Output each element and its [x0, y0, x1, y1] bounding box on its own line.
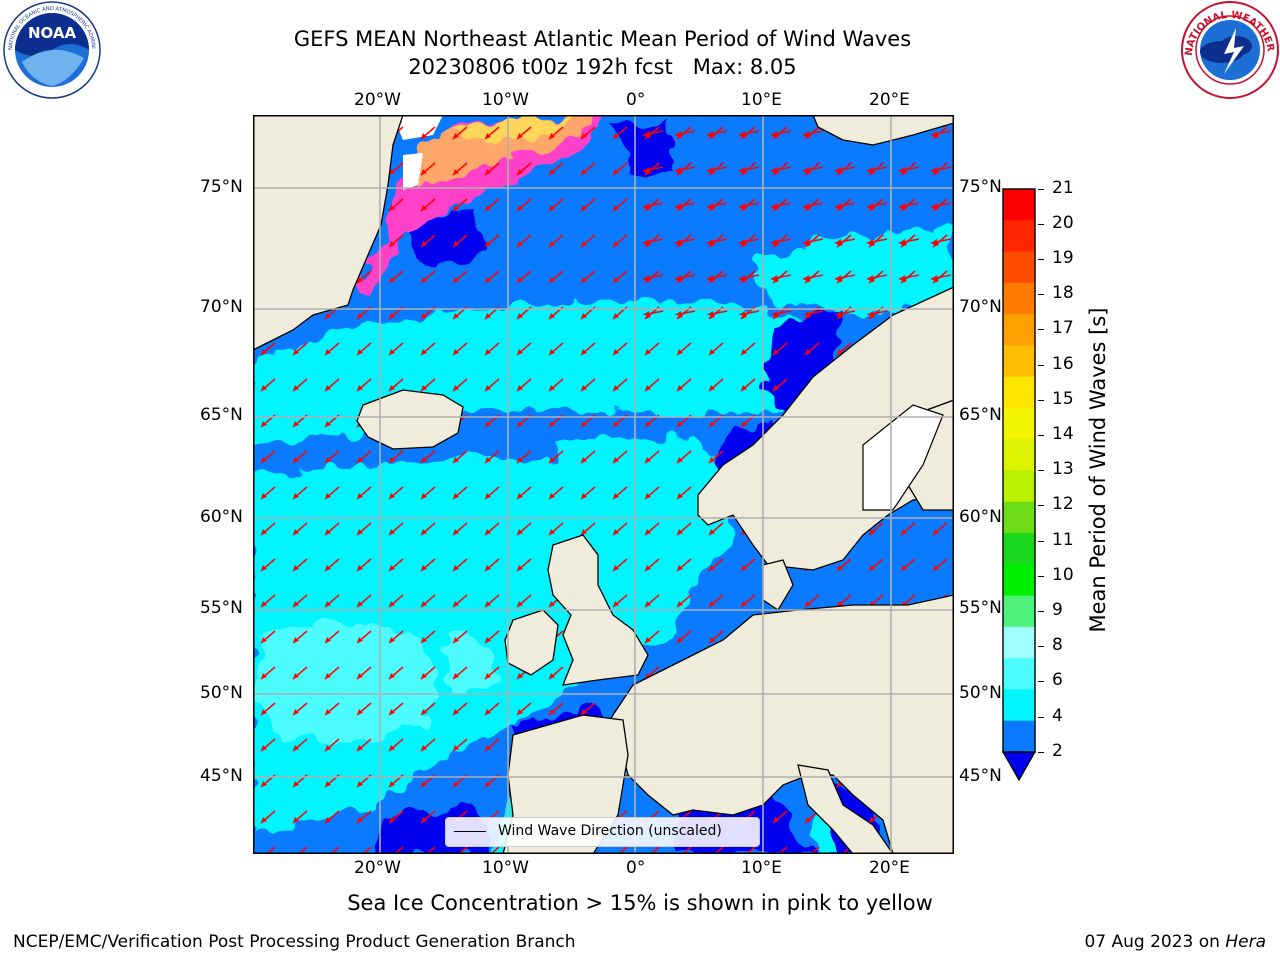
- colorbar-tick-label: 20: [1052, 213, 1074, 233]
- colorbar-tick-mark: [1038, 505, 1044, 506]
- lat-tick-left: 60°N: [200, 507, 243, 527]
- lon-tick-top: 20°W: [354, 90, 401, 110]
- colorbar-segment: [1003, 282, 1035, 315]
- svg-text:NOAA: NOAA: [28, 24, 77, 42]
- lat-tick-right: 70°N: [959, 297, 1002, 317]
- footer-date-text: 07 Aug 2023 on: [1084, 932, 1226, 952]
- colorbar-segment: [1003, 439, 1035, 471]
- lat-tick-right: 75°N: [959, 177, 1002, 197]
- colorbar-segment: [1003, 251, 1035, 284]
- colorbar-tick-mark: [1038, 365, 1044, 366]
- colorbar-segment: [1003, 189, 1035, 221]
- colorbar-tick-label: 21: [1052, 178, 1074, 198]
- colorbar-tick-mark: [1038, 224, 1044, 225]
- map-title: GEFS MEAN Northeast Atlantic Mean Period…: [293, 27, 912, 51]
- colorbar-tick-label: 13: [1052, 459, 1074, 479]
- colorbar-tick-label: 18: [1052, 283, 1074, 303]
- colorbar-segment: [1003, 407, 1035, 440]
- colorbar-tick-mark: [1038, 329, 1044, 330]
- map-subtitle: 20230806 t00z 192h fcst Max: 8.05: [408, 55, 797, 79]
- lat-tick-left: 70°N: [200, 297, 243, 317]
- lat-tick-right: 60°N: [959, 507, 1002, 527]
- colorbar-tick-mark: [1038, 294, 1044, 295]
- colorbar-segment: [1003, 595, 1035, 628]
- colorbar-tick-mark: [1038, 189, 1044, 190]
- lat-tick-right: 50°N: [959, 683, 1002, 703]
- colorbar-segment: [1003, 626, 1035, 659]
- colorbar-label: Mean Period of Wind Waves [s]: [1086, 307, 1110, 633]
- colorbar-tick-mark: [1038, 646, 1044, 647]
- colorbar-tick-label: 9: [1052, 600, 1063, 620]
- lon-tick-top: 10°W: [482, 90, 529, 110]
- colorbar-tick-label: 14: [1052, 424, 1074, 444]
- noaa-logo-icon: NOAA NATIONAL OCEANIC AND ATMOSPHERIC AD…: [0, 0, 104, 108]
- lon-tick-bottom: 10°E: [741, 858, 782, 878]
- colorbar-segment: [1003, 501, 1035, 534]
- colorbar-tick-mark: [1038, 717, 1044, 718]
- colorbar-segment: [1003, 314, 1035, 346]
- colorbar-ticks: 21 20 19 18 17 16 15 14 13 12 11 10 9 8 6 4 2: [1038, 178, 1088, 786]
- colorbar-tick-label: 17: [1052, 318, 1074, 338]
- lat-tick-left: 65°N: [200, 405, 243, 425]
- colorbar-tick-mark: [1038, 611, 1044, 612]
- lon-tick-bottom: 20°W: [354, 858, 401, 878]
- lon-tick-bottom: 10°W: [482, 858, 529, 878]
- colorbar-tick-mark: [1038, 400, 1044, 401]
- colorbar-tick-label: 6: [1052, 670, 1063, 690]
- colorbar-tick-mark: [1038, 435, 1044, 436]
- colorbar-tick-mark: [1038, 259, 1044, 260]
- colorbar-tick-label: 19: [1052, 248, 1074, 268]
- lon-tick-bottom: 20°E: [869, 858, 910, 878]
- colorbar-segment: [1003, 533, 1035, 565]
- colorbar: [1001, 188, 1037, 782]
- colorbar-tick-mark: [1038, 576, 1044, 577]
- lat-tick-right: 65°N: [959, 405, 1002, 425]
- lat-tick-left: 50°N: [200, 683, 243, 703]
- footer-date: 07 Aug 2023 on Hera: [1084, 932, 1266, 952]
- colorbar-segment: [1003, 564, 1035, 597]
- colorbar-segment: [1003, 658, 1035, 690]
- colorbar-segment: [1003, 689, 1035, 722]
- colorbar-tick-mark: [1038, 681, 1044, 682]
- legend-line-icon: [454, 831, 486, 832]
- footer-machine: Hera: [1225, 932, 1266, 952]
- colorbar-tick-label: 11: [1052, 530, 1074, 550]
- lat-tick-left: 45°N: [200, 766, 243, 786]
- sea-ice-note: Sea Ice Concentration > 15% is shown in …: [347, 891, 933, 915]
- lat-tick-left: 55°N: [200, 598, 243, 618]
- colorbar-extend-arrow: [1001, 751, 1037, 782]
- legend-label: Wind Wave Direction (unscaled): [498, 823, 722, 839]
- colorbar-tick-label: 12: [1052, 494, 1074, 514]
- lon-tick-top: 20°E: [869, 90, 910, 110]
- lon-tick-top: 0°: [626, 90, 646, 110]
- map-legend: Wind Wave Direction (unscaled): [445, 817, 760, 847]
- lat-tick-right: 45°N: [959, 766, 1002, 786]
- footer-credit: NCEP/EMC/Verification Post Processing Pr…: [13, 932, 576, 952]
- colorbar-segment: [1003, 470, 1035, 503]
- colorbar-tick-label: 15: [1052, 389, 1074, 409]
- lon-tick-top: 10°E: [741, 90, 782, 110]
- colorbar-tick-label: 2: [1052, 741, 1063, 761]
- colorbar-segment: [1003, 720, 1035, 753]
- colorbar-tick-mark: [1038, 470, 1044, 471]
- colorbar-segment: [1003, 376, 1035, 409]
- colorbar-tick-label: 8: [1052, 635, 1063, 655]
- lat-tick-right: 55°N: [959, 598, 1002, 618]
- wave-period-map: [253, 115, 954, 854]
- colorbar-tick-label: 10: [1052, 565, 1074, 585]
- colorbar-tick-mark: [1038, 541, 1044, 542]
- colorbar-tick-label: 4: [1052, 706, 1063, 726]
- colorbar-segment: [1003, 220, 1035, 253]
- lat-tick-left: 75°N: [200, 177, 243, 197]
- lon-tick-bottom: 0°: [626, 858, 646, 878]
- colorbar-tick-label: 16: [1052, 354, 1074, 374]
- colorbar-segment: [1003, 345, 1035, 378]
- land-masses: [253, 115, 954, 854]
- nws-logo-icon: NATIONAL WEATHER SERVICE: [1174, 0, 1280, 108]
- graticule: [253, 115, 954, 854]
- colorbar-tick-mark: [1038, 752, 1044, 753]
